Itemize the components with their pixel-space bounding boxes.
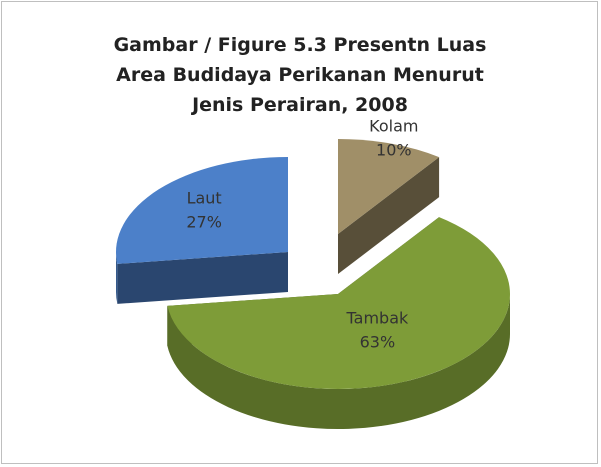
slice <box>338 139 440 234</box>
slice-side <box>117 252 289 304</box>
slice-side <box>338 157 440 274</box>
slice <box>115 157 288 264</box>
chart-title: Gambar / Figure 5.3 Presentn Luas Area B… <box>113 34 487 116</box>
slice-wall <box>116 252 118 304</box>
value-label: 27% <box>186 213 222 232</box>
slice-label: Laut <box>187 189 222 208</box>
slice-label: Tambak <box>346 308 409 327</box>
slice-label: Kolam <box>369 117 418 136</box>
slice-wall <box>167 294 511 429</box>
value-label: 63% <box>360 332 396 351</box>
value-label: 10% <box>376 141 412 160</box>
slice <box>167 217 511 389</box>
